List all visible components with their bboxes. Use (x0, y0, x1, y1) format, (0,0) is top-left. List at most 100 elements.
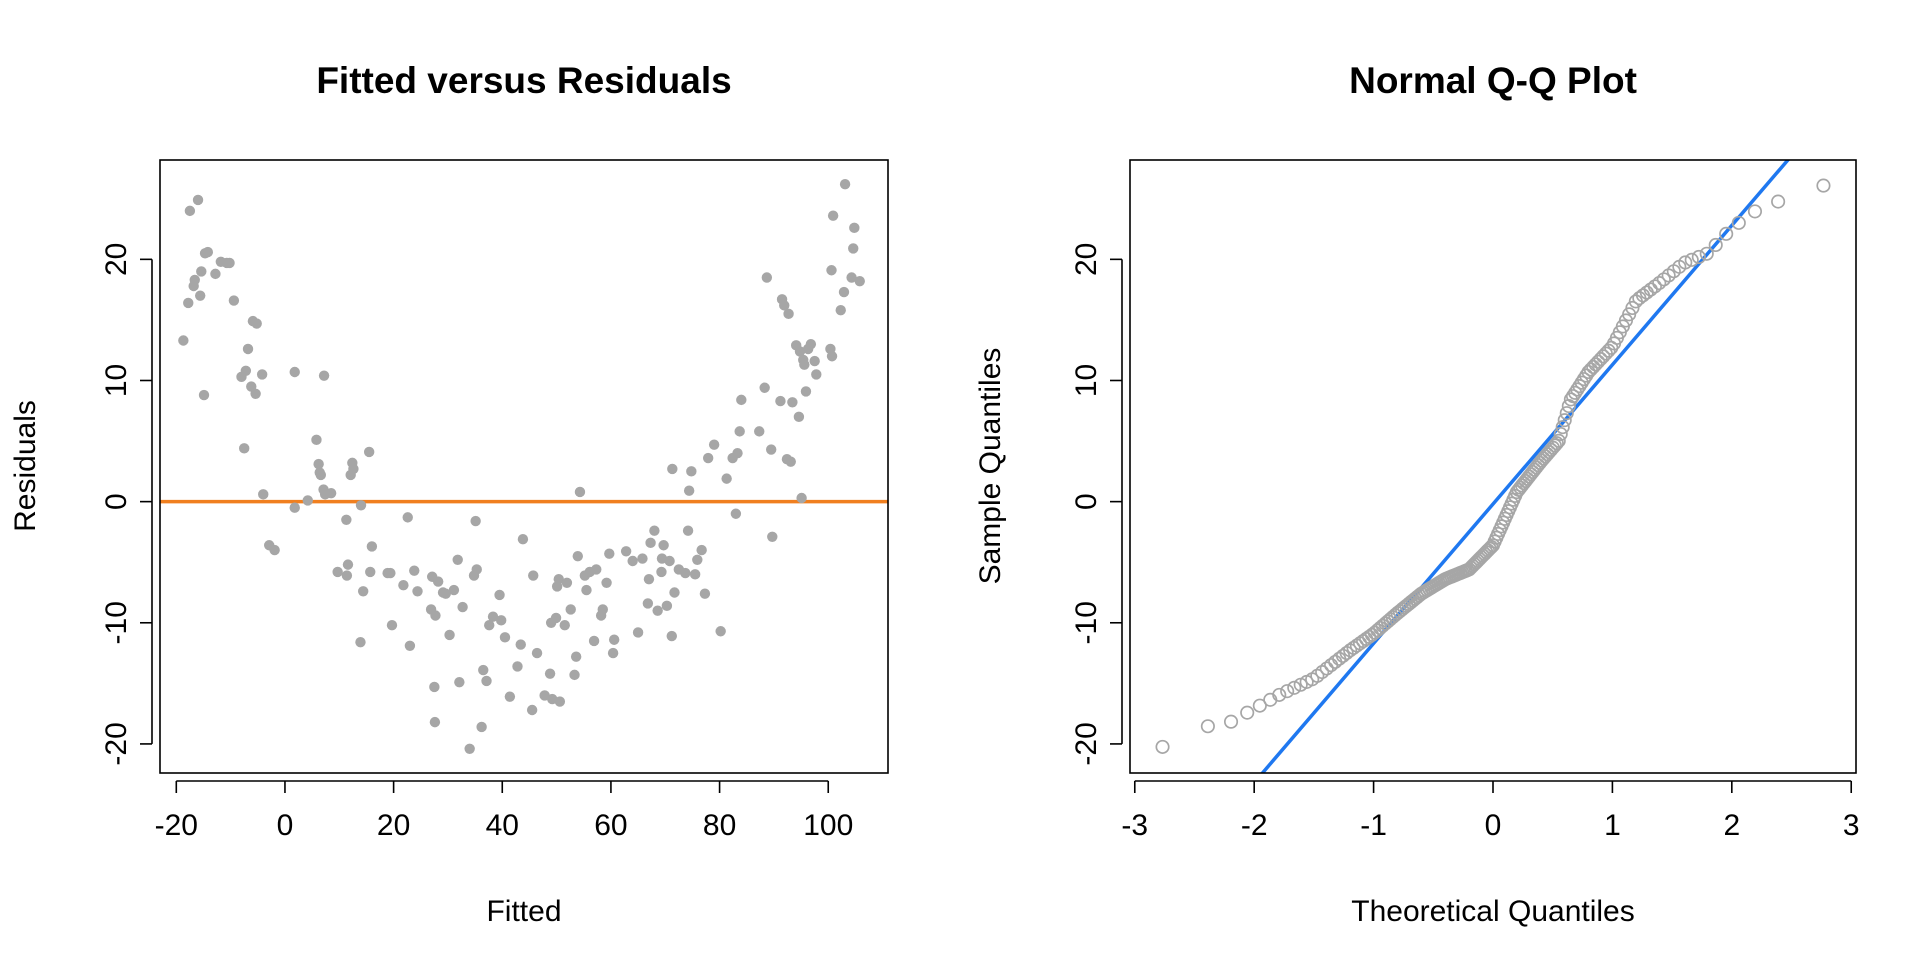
data-point (649, 525, 660, 536)
plot-area (1155, 160, 1831, 773)
data-point (664, 555, 675, 567)
x-tick-label: 0 (1485, 809, 1502, 842)
data-point (572, 550, 583, 562)
data-point (601, 577, 612, 589)
data-point (1747, 204, 1763, 219)
data-point (289, 502, 300, 513)
data-point (289, 366, 300, 378)
data-point (666, 630, 677, 642)
data-point (645, 537, 656, 549)
data-point (404, 640, 416, 651)
data-point (1155, 739, 1170, 754)
y-tick-label: -20 (1070, 722, 1103, 765)
data-point (526, 704, 538, 716)
normal-qq-panel: Normal Q-Q Plot Theoretical Quantiles Sa… (974, 60, 1860, 928)
data-point (1625, 300, 1640, 316)
data-point (775, 395, 786, 407)
data-point (440, 588, 451, 599)
data-point (574, 486, 586, 498)
data-point (504, 691, 516, 702)
data-point (430, 610, 441, 621)
data-point (1272, 687, 1287, 702)
data-point (183, 297, 194, 309)
data-point (311, 434, 322, 446)
data-point (765, 444, 777, 455)
axes: -20 0 20 40 60 80 100 -20 -10 0 10 20 (100, 243, 853, 842)
x-axis-label: Fitted (486, 895, 561, 928)
data-point (661, 600, 673, 612)
data-point (457, 601, 468, 613)
data-point (1551, 433, 1566, 448)
x-tick-label: 2 (1723, 809, 1740, 842)
data-point (652, 605, 663, 616)
plot-frame (159, 159, 889, 774)
data-point (1570, 382, 1585, 397)
data-point (341, 514, 352, 526)
data-point (1647, 279, 1662, 294)
data-point (184, 205, 196, 217)
data-point (228, 295, 240, 306)
data-point (325, 487, 337, 499)
y-axis-label: Sample Quantiles (974, 348, 1007, 585)
data-point (658, 540, 669, 551)
data-point (1574, 375, 1589, 390)
x-axis-label: Theoretical Quantiles (1351, 895, 1634, 928)
data-point (550, 612, 562, 624)
data-point (1656, 272, 1671, 287)
data-point (386, 620, 398, 631)
data-point (800, 386, 812, 397)
data-point (715, 626, 726, 637)
data-point (189, 274, 200, 286)
data-point (512, 661, 523, 672)
data-point (478, 664, 489, 676)
data-point (402, 512, 413, 523)
chart-title: Fitted versus Residuals (316, 60, 731, 101)
data-point (348, 463, 359, 475)
data-point (494, 589, 505, 601)
data-point (366, 541, 378, 552)
data-point (365, 566, 376, 578)
data-point (839, 179, 851, 190)
data-point (730, 508, 742, 519)
data-point (515, 639, 526, 650)
x-tick-label: 0 (277, 809, 294, 842)
data-point (702, 452, 714, 464)
x-tick-label: -3 (1121, 809, 1148, 842)
data-point (604, 548, 615, 559)
data-point (1200, 719, 1215, 734)
data-point (313, 458, 324, 470)
data-point (318, 370, 330, 381)
data-point (240, 365, 252, 376)
x-tick-label: -20 (155, 809, 198, 842)
x-tick-label: 20 (377, 809, 410, 842)
data-point (202, 246, 214, 258)
data-point (809, 355, 820, 367)
data-point (1555, 420, 1570, 435)
data-point (682, 525, 694, 536)
data-point (779, 300, 790, 311)
data-point (591, 564, 602, 575)
data-point (1252, 698, 1267, 713)
data-point (454, 676, 465, 688)
data-point (667, 463, 678, 475)
data-point (811, 369, 822, 380)
data-point (250, 388, 261, 400)
y-axis-label: Residuals (9, 400, 42, 532)
y-tick-label: 0 (100, 493, 133, 510)
data-point (1240, 705, 1255, 720)
data-point (696, 544, 707, 556)
fitted-vs-residuals-panel: Fitted versus Residuals Fitted Residuals… (9, 60, 889, 928)
data-point (632, 627, 644, 638)
data-point (699, 588, 711, 599)
data-point (826, 351, 838, 362)
data-point (838, 286, 850, 298)
data-point (210, 268, 221, 280)
data-point (432, 576, 444, 587)
data-point (835, 305, 846, 316)
data-point (849, 222, 860, 234)
data-point (385, 567, 396, 579)
data-point (783, 308, 794, 320)
x-tick-label: 60 (594, 809, 627, 842)
data-point (1576, 372, 1591, 387)
plot-marks (160, 179, 888, 754)
